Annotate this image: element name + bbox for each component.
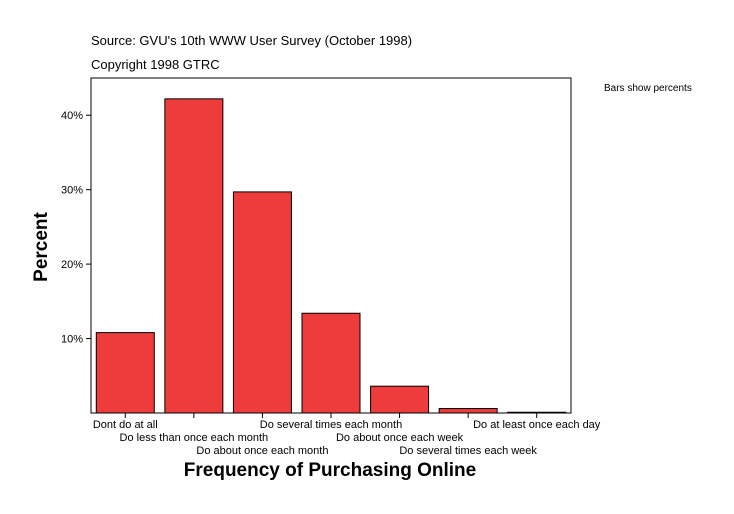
y-axis-ticks: 10% 20% 30% 40%	[61, 110, 91, 346]
bar	[370, 385, 430, 414]
x-axis-title: Frequency of Purchasing Online	[184, 460, 476, 481]
bar	[95, 332, 155, 414]
bar	[438, 408, 498, 414]
bar	[164, 98, 224, 414]
x-category-label: Do less than once each month	[120, 432, 269, 444]
x-category-label: Do about once each week	[336, 432, 464, 444]
y-axis-title: Percent	[31, 211, 52, 281]
y-tick-label: 40%	[61, 110, 83, 122]
x-category-label: Do about once each month	[196, 445, 328, 457]
copyright-text: Copyright 1998 GTRC	[91, 57, 220, 72]
x-category-label: Dont do at all	[93, 419, 158, 431]
x-category-label: Do several times each month	[260, 419, 402, 431]
bars-group	[95, 98, 567, 414]
y-tick-label: 10%	[61, 334, 83, 346]
x-category-label: Do at least once each day	[473, 419, 601, 431]
bars-show-percents-note: Bars show percents	[604, 83, 692, 94]
x-category-label: Do several times each week	[399, 445, 537, 457]
bar	[232, 191, 292, 414]
y-tick-label: 30%	[61, 185, 83, 197]
source-text: Source: GVU's 10th WWW User Survey (Octo…	[91, 33, 412, 48]
bar	[301, 312, 361, 414]
y-tick-label: 20%	[61, 259, 83, 271]
bar	[507, 411, 567, 414]
